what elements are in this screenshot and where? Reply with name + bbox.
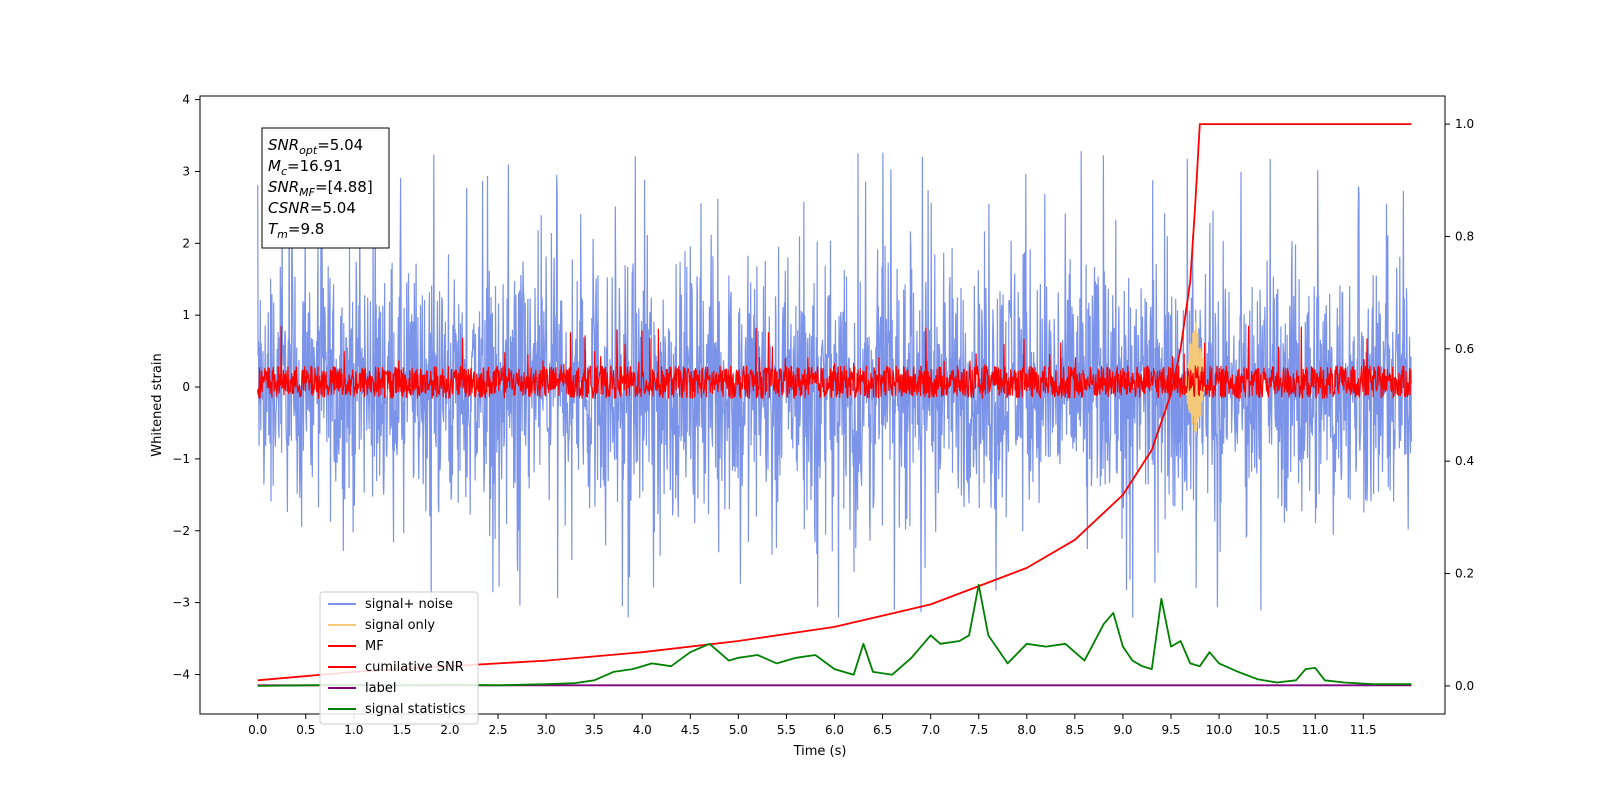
annotation-line: SNRopt=5.04 [268, 136, 363, 157]
legend-label-signal-statistics: signal statistics [365, 702, 466, 717]
x-tick-label: 1.5 [392, 723, 411, 737]
series-layer [257, 123, 1412, 687]
x-tick-label: 3.0 [537, 723, 556, 737]
legend-label-mf: MF [365, 639, 384, 654]
y-axis-label: Whitened strain [150, 353, 165, 456]
y-left-tick-label: 4 [182, 93, 190, 107]
series-signal-only [1184, 321, 1206, 433]
y-left-tick-label: 3 [182, 164, 190, 178]
x-tick-label: 10.5 [1254, 723, 1281, 737]
x-tick-label: 6.5 [873, 723, 892, 737]
x-tick-label: 11.0 [1302, 723, 1329, 737]
x-tick-label: 2.5 [488, 723, 507, 737]
legend-label-signal-noise: signal+ noise [365, 597, 453, 612]
y-left-tick-label: −4 [172, 667, 190, 681]
legend-label-cumilative-snr: cumilative SNR [365, 660, 464, 675]
x-tick-label: 7.0 [921, 723, 940, 737]
annotation-line: SNRMF=[4.88] [268, 178, 373, 199]
y-left-tick-label: 1 [182, 308, 190, 322]
y-right-tick-label: 0.2 [1455, 567, 1474, 581]
y-left-tick-label: 2 [182, 236, 190, 250]
x-tick-label: 0.5 [296, 723, 315, 737]
legend-label-label: label [365, 681, 396, 696]
y-left-tick-label: 0 [182, 380, 190, 394]
y-right-tick-label: 0.4 [1455, 454, 1474, 468]
series-signal-statistics [257, 583, 1412, 687]
annotation-line: CSNR=5.04 [268, 199, 356, 217]
x-tick-label: 0.0 [248, 723, 267, 737]
x-tick-label: 4.0 [633, 723, 652, 737]
y-right-tick-label: 0.8 [1455, 229, 1474, 243]
stats-annotation: SNRopt=5.04Mc=16.91SNRMF=[4.88]CSNR=5.04… [261, 127, 390, 249]
series-cumilative-snr [257, 123, 1412, 682]
plot-frame [199, 95, 1446, 715]
x-tick-label: 10.0 [1206, 723, 1233, 737]
x-tick-label: 1.0 [344, 723, 363, 737]
legend-box [319, 591, 479, 725]
annotation-line: Tm=9.8 [268, 220, 324, 241]
y-right-axis-ticks: 1.0 0.8 0.6 0.4 0.2 0.0 [1445, 117, 1474, 693]
x-tick-label: 7.5 [969, 723, 988, 737]
x-tick-label: 5.0 [729, 723, 748, 737]
y-right-tick-label: 1.0 [1455, 117, 1474, 131]
annotation-box [261, 127, 390, 249]
y-left-tick-label: −3 [172, 596, 190, 610]
y-left-tick-label: −2 [172, 524, 190, 538]
y-left-axis-ticks: 4 3 2 1 0 −1 −2 −3 −4 [172, 93, 200, 681]
y-right-tick-label: 0.0 [1455, 679, 1474, 693]
x-tick-label: 3.5 [585, 723, 604, 737]
legend: signal+ noise signal only MF cumilative SNR… [319, 591, 479, 725]
x-tick-label: 2.0 [440, 723, 459, 737]
x-tick-label: 8.5 [1065, 723, 1084, 737]
x-tick-label: 9.0 [1113, 723, 1132, 737]
x-tick-label: 6.0 [825, 723, 844, 737]
x-tick-label: 9.5 [1161, 723, 1180, 737]
x-tick-label: 5.5 [777, 723, 796, 737]
x-tick-label: 8.0 [1017, 723, 1036, 737]
y-right-tick-label: 0.6 [1455, 342, 1474, 356]
annotation-line: Mc=16.91 [268, 157, 343, 178]
legend-label-signal-only: signal only [365, 618, 435, 633]
x-tick-label: 11.5 [1350, 723, 1377, 737]
x-axis-ticks: 0.0 0.5 1.0 1.5 2.0 2.5 3.0 3.5 4.0 4.5 5.0 5.5 6.0 6… [248, 714, 1377, 737]
y-left-tick-label: −1 [172, 452, 190, 466]
x-axis-label: Time (s) [793, 744, 847, 759]
x-tick-label: 4.5 [681, 723, 700, 737]
series-mf [257, 325, 1412, 399]
